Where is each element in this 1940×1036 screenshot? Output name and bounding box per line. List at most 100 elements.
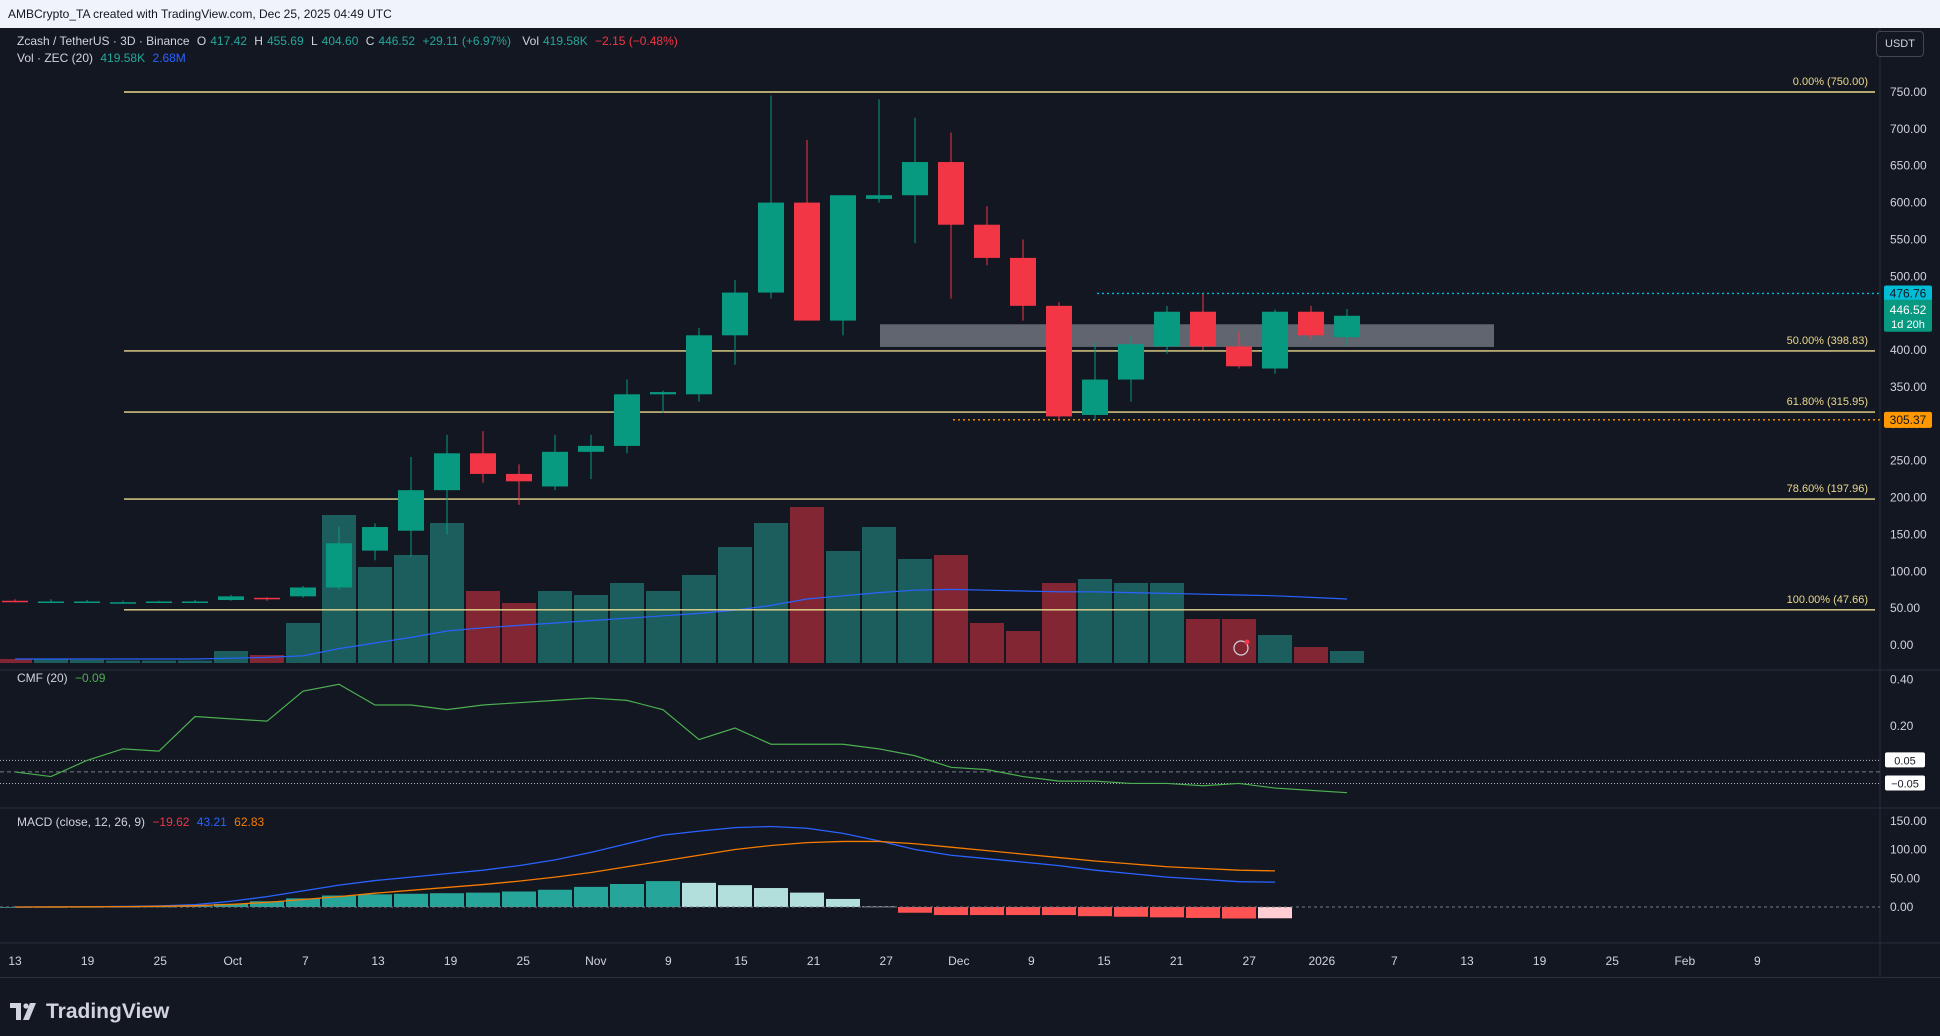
volume-bar [934, 555, 968, 663]
chart-attribution: AMBCrypto_TA created with TradingView.co… [0, 0, 1940, 28]
macd-signal-line [14, 840, 1276, 908]
candle-body [218, 596, 244, 601]
candle-body [686, 335, 712, 395]
macd-histogram-bar [358, 894, 392, 907]
fib-level-label: 61.80% (315.95) [1787, 396, 1868, 408]
currency-button[interactable]: USDT [1876, 31, 1924, 57]
macd-histogram-bar [754, 888, 788, 907]
candle-body [74, 601, 100, 603]
cmf-axis-tick: −0.05 [1891, 778, 1919, 790]
last-price-tag: 446.52 [1890, 303, 1927, 317]
candle-body [1010, 257, 1036, 306]
resistance-price-tag: 476.76 [1890, 286, 1927, 300]
volume-bar [1294, 647, 1328, 663]
candle-body [1082, 379, 1108, 415]
volume-bar [142, 660, 176, 663]
macd-histogram-bar [1078, 907, 1112, 917]
volume-bar [394, 555, 428, 663]
macd-histogram-bar [394, 893, 428, 907]
price-axis-tick: 400.00 [1890, 343, 1927, 357]
candle-body [182, 601, 208, 603]
cmf-axis-tag-bg [1885, 775, 1925, 791]
candle-body [254, 597, 280, 600]
volume-bar [250, 655, 284, 663]
cmf-legend[interactable]: CMF (20) −0.09 [17, 671, 106, 685]
price-axis-tick: 700.00 [1890, 122, 1927, 136]
volume-bar [70, 659, 104, 663]
fib-level-label: 78.60% (197.96) [1787, 483, 1868, 495]
time-axis-label: 13 [8, 954, 22, 968]
macd-histogram-bar [1114, 907, 1148, 917]
candle-body [1118, 344, 1144, 380]
macd-histogram-bar [718, 885, 752, 907]
cmf-axis-tag-bg [1885, 752, 1925, 768]
candle-body [506, 473, 532, 482]
volume-bar [502, 603, 536, 663]
candle-body [362, 527, 388, 551]
price-axis-tick: 750.00 [1890, 85, 1927, 99]
volume-legend[interactable]: Vol · ZEC (20) 419.58K 2.68M [17, 51, 186, 65]
candle-body [110, 602, 136, 604]
candle-body [938, 162, 964, 225]
price-axis-tick: 500.00 [1890, 269, 1927, 283]
time-axis-label: 19 [444, 954, 458, 968]
price-axis-tick: 600.00 [1890, 196, 1927, 210]
tradingview-logo[interactable]: TradingView [10, 1000, 169, 1024]
resistance-price-tag-bg [1884, 285, 1932, 302]
volume-bar [898, 559, 932, 663]
volume-bar [574, 595, 608, 663]
macd-histogram-bar [538, 889, 572, 907]
candle-body [1046, 305, 1072, 417]
price-axis-tick: 650.00 [1890, 159, 1927, 173]
candle-body [578, 445, 604, 452]
macd-histogram-bar [682, 882, 716, 907]
time-axis-label: 25 [154, 954, 168, 968]
alert-dot-icon [1244, 639, 1250, 645]
volume-bar [1078, 579, 1112, 663]
symbol-name[interactable]: Zcash / TetherUS · 3D · Binance [17, 34, 190, 48]
candle-body [398, 490, 424, 531]
macd-histogram-bar [430, 893, 464, 907]
macd-histogram-bar [862, 906, 896, 908]
volume-bar [1042, 583, 1076, 663]
cmf-axis-tick: 0.40 [1890, 673, 1914, 687]
candle-body [614, 394, 640, 446]
time-axis-label: 25 [1606, 954, 1620, 968]
fib-level-label: 50.00% (398.83) [1787, 335, 1868, 347]
macd-histogram-bar [970, 907, 1004, 916]
price-axis-tick: 550.00 [1890, 232, 1927, 246]
time-axis-label: 13 [1460, 954, 1474, 968]
macd-histogram-bar [214, 903, 248, 907]
macd-histogram-bar [322, 895, 356, 907]
candle-body [38, 601, 64, 603]
macd-histogram-bar [898, 907, 932, 913]
chart-canvas[interactable]: 0.00% (750.00) 50.00% (398.83) 61.80% (315… [0, 0, 1940, 980]
macd-histogram-bar [646, 881, 680, 907]
candle-body [1334, 315, 1360, 338]
time-axis-label: 19 [1533, 954, 1547, 968]
macd-histogram-bar [286, 898, 320, 907]
time-axis-label: 21 [807, 954, 821, 968]
time-axis-label: 7 [1391, 954, 1398, 968]
ohlc-values: O 417.42 H 455.69 L 404.60 C 446.52 +29.11 (… [196, 34, 511, 48]
macd-legend[interactable]: MACD (close, 12, 26, 9) −19.62 43.21 62.… [17, 815, 265, 829]
candle-body [434, 453, 460, 491]
macd-histogram-bar [826, 898, 860, 907]
candle-body [974, 224, 1000, 258]
support-price-tag-bg [1884, 411, 1932, 428]
candle-body [2, 600, 28, 603]
volume-bar [1150, 583, 1184, 663]
brand-name: TradingView [46, 1000, 170, 1023]
volume-bar [106, 660, 140, 663]
tradingview-icon [10, 1003, 36, 1020]
symbol-legend[interactable]: Zcash / TetherUS · 3D · Binance O 417.42 … [17, 34, 686, 48]
time-axis-label: 27 [880, 954, 894, 968]
volume-bar [538, 591, 572, 663]
time-axis-label: 15 [734, 954, 748, 968]
time-axis-label: Oct [223, 954, 242, 968]
cmf-axis-tick: 0.05 [1894, 755, 1915, 767]
macd-histogram-bar [934, 907, 968, 916]
candle-body [1190, 311, 1216, 347]
bar-countdown: 1d 20h [1891, 319, 1925, 331]
macd-axis-tick: 0.00 [1890, 900, 1914, 914]
